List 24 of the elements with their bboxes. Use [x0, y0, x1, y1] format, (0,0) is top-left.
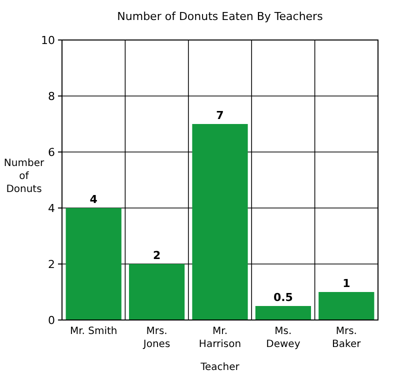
bar: [255, 306, 312, 320]
y-tick-label: 4: [48, 202, 55, 215]
y-tick-label: 8: [48, 90, 55, 103]
x-tick-label: Mrs. Jones: [142, 326, 170, 350]
x-tick-label: Ms. Dewey: [266, 326, 300, 350]
bar: [318, 292, 374, 320]
data-label: 0.5: [273, 291, 293, 304]
y-tick-label: 6: [48, 146, 55, 159]
data-label: 1: [342, 277, 350, 290]
y-tick-label: 0: [48, 314, 55, 327]
data-label: 2: [152, 249, 161, 262]
x-tick-label: Mr. Smith: [70, 326, 118, 337]
x-tick-label: Mrs. Baker: [332, 326, 362, 350]
data-label: 4: [90, 193, 98, 206]
x-axis-title: Teacher: [200, 362, 240, 373]
bar: [128, 264, 185, 320]
x-tick-label: Mr. Harrison: [198, 326, 242, 350]
y-tick-label: 2: [48, 258, 55, 271]
y-axis-title: Number of Donuts: [4, 158, 45, 195]
bar: [192, 124, 248, 320]
chart-title: Number of Donuts Eaten By Teachers: [117, 10, 324, 23]
data-label: 7: [216, 109, 224, 122]
y-tick-label: 10: [41, 34, 55, 47]
bar: [66, 208, 122, 320]
